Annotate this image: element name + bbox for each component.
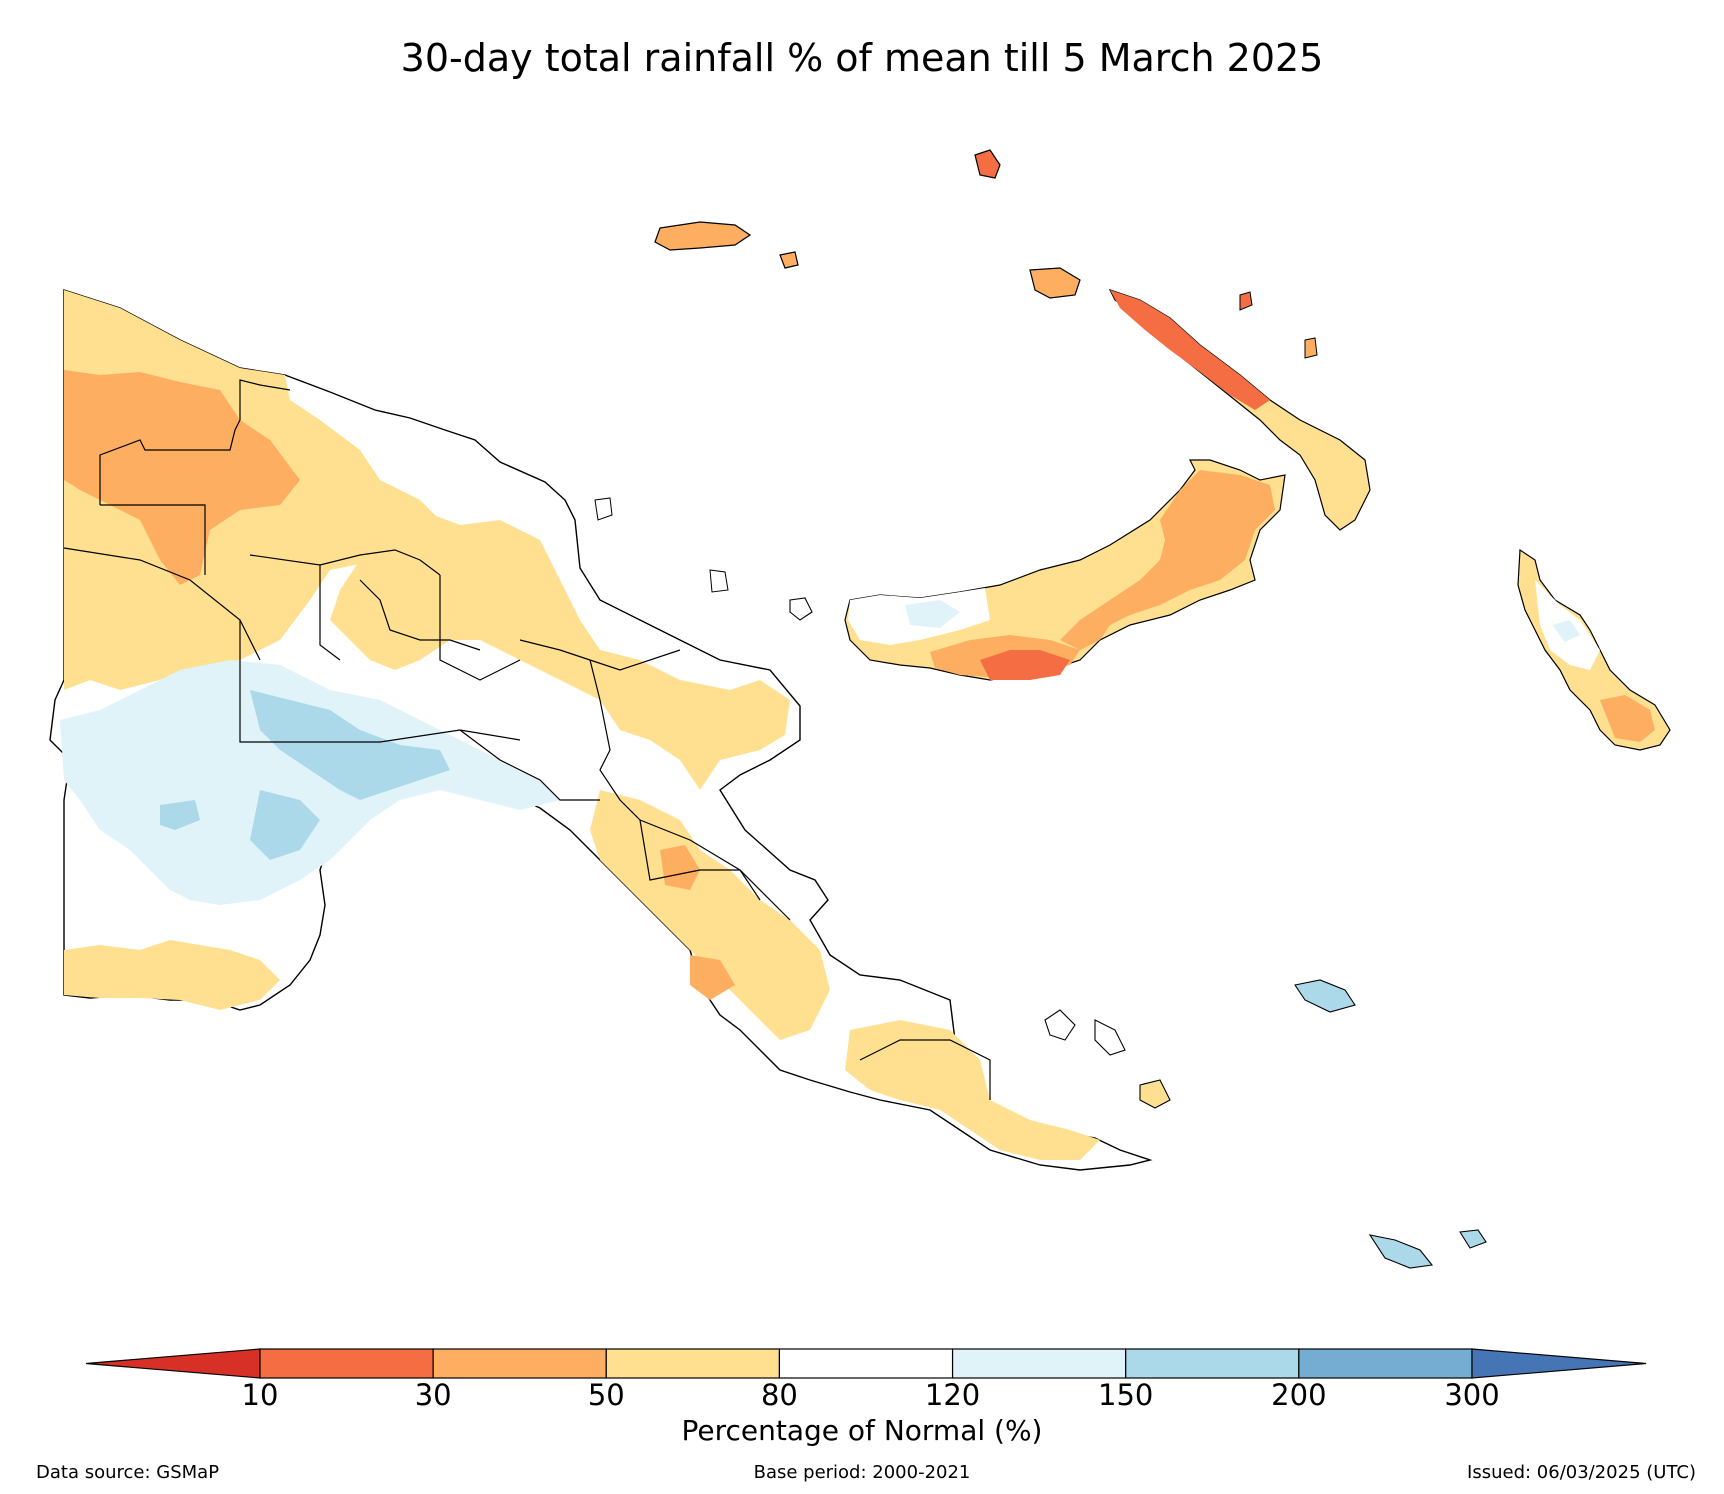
colorbar-bin [1298, 1348, 1473, 1379]
data-source: Data source: GSMaP [36, 1462, 220, 1483]
island-manus-east [779, 251, 799, 269]
island-new-hanover [1029, 267, 1081, 299]
zone-fly-150-200b [250, 790, 320, 860]
island-milne-1 [1044, 1009, 1076, 1041]
issued-date: Issued: 06/03/2025 (UTC) [1467, 1462, 1696, 1483]
colorbar-bin [1125, 1348, 1300, 1379]
colorbar-bin [259, 1348, 434, 1379]
colorbar-tick-label: 10 [241, 1378, 279, 1412]
island-rossel [1459, 1229, 1487, 1249]
base-period: Base period: 2000-2021 [753, 1462, 971, 1483]
zone-bougainville-120-150 [1552, 620, 1580, 642]
colorbar-label: Percentage of Normal (%) [681, 1414, 1043, 1447]
colorbar-tick-label: 50 [587, 1378, 625, 1412]
colorbar-tick-label: 30 [414, 1378, 452, 1412]
zone-fly-150-200 [250, 690, 450, 800]
zone-south-50-80 [590, 790, 830, 1040]
zone-west-30-50 [64, 370, 300, 585]
island-north-white-2 [709, 569, 729, 593]
colorbar-bin-low-extend [85, 1348, 261, 1379]
colorbar-tick-label: 120 [924, 1378, 981, 1412]
colorbar-bin [778, 1348, 954, 1379]
zone-fly-150-200c [160, 800, 200, 830]
zone-south-30-50 [660, 845, 700, 890]
island-karkar [789, 597, 813, 621]
zone-new-britain-10-30 [980, 650, 1070, 680]
zone-new-britain-120-150 [905, 600, 960, 628]
colorbar-tick-label: 300 [1444, 1378, 1500, 1412]
colorbar-bin-high-extend [1471, 1348, 1647, 1379]
island-north-small1 [1239, 291, 1253, 311]
island-rossel-west [1368, 1234, 1434, 1269]
colorbar-tick-label: 80 [760, 1378, 798, 1412]
island-north-small2 [1304, 337, 1318, 359]
island-north-white-1 [594, 497, 613, 521]
island-manus [654, 221, 752, 251]
zone-east-tail-50-80 [845, 1020, 1100, 1160]
colorbar-bin [432, 1348, 607, 1379]
island-milne-3 [1139, 1079, 1171, 1109]
colorbar-bin [951, 1348, 1127, 1379]
zone-new-ireland-10-30 [1110, 290, 1270, 410]
province-borders [63, 379, 991, 1100]
colorbar-bin [605, 1348, 781, 1379]
map-title: 30-day total rainfall % of mean till 5 M… [400, 36, 1324, 80]
island-milne-2 [1094, 1019, 1126, 1056]
zone-fly-120-150 [60, 660, 560, 905]
colorbar-tick-label: 150 [1098, 1378, 1154, 1412]
colorbar-tick-label: 200 [1271, 1378, 1327, 1412]
island-mussau [974, 149, 1001, 179]
zone-new-britain-30-50 [1060, 470, 1275, 650]
zone-south-30-50b [690, 955, 735, 1000]
zone-bougainville-30-50 [1600, 695, 1655, 742]
zone-southwest-50-80 [64, 940, 280, 1010]
island-woodlark [1294, 979, 1356, 1013]
